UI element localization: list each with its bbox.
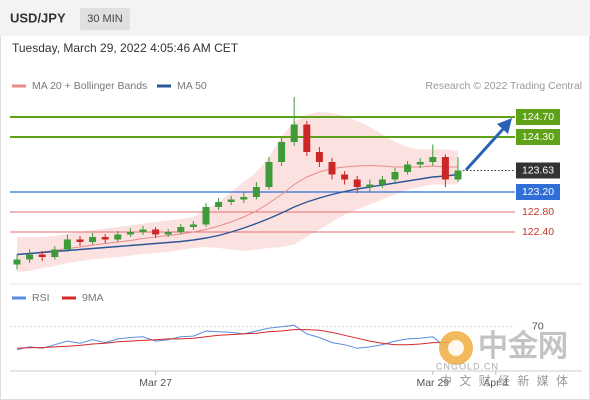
candle-body — [240, 197, 248, 200]
watermark-site: CNGOLD.CN — [436, 361, 499, 371]
candle-body — [303, 124, 311, 152]
level-label: 124.70 — [522, 111, 554, 123]
candle-body — [328, 162, 336, 175]
candle-body — [164, 232, 172, 235]
candle-body — [454, 170, 462, 180]
level-label: 124.30 — [522, 131, 554, 143]
x-tick-label: Apr 4 — [483, 377, 508, 389]
candle-body — [89, 237, 97, 242]
level-box — [516, 184, 560, 200]
candle-body — [177, 227, 185, 232]
candle-body — [152, 229, 160, 235]
candle-body — [26, 254, 34, 260]
timeframe[interactable]: 30 MIN — [87, 13, 123, 25]
candle-body — [252, 187, 260, 197]
legend-label: MA 50 — [177, 80, 207, 92]
candle-body — [101, 237, 109, 240]
candle-body — [202, 207, 210, 225]
candle-body — [341, 174, 349, 180]
level-label: 122.80 — [522, 206, 554, 218]
ma-line — [16, 173, 459, 256]
legend-label: 9MA — [82, 292, 104, 304]
level-label: 122.40 — [522, 226, 554, 238]
level-label: 123.63 — [522, 164, 554, 176]
candle-body — [51, 249, 59, 257]
legend-label: RSI — [32, 292, 50, 304]
candle-body — [353, 179, 361, 187]
candle-body — [404, 164, 412, 172]
candle-body — [441, 157, 449, 180]
rsi-line — [16, 329, 459, 349]
candle-body — [38, 254, 46, 257]
forecast-arrow-head — [497, 118, 512, 134]
symbol: USD/JPY — [10, 10, 66, 25]
candle-body — [114, 234, 122, 240]
level-box — [516, 129, 560, 145]
candle-body — [76, 239, 84, 242]
candle-body — [227, 199, 235, 202]
y-tick-label: 70 — [532, 320, 544, 332]
level-box — [516, 162, 560, 179]
ma-line — [16, 164, 458, 255]
level-box — [516, 109, 560, 125]
legend-label: MA 20 + Bollinger Bands — [32, 80, 147, 92]
candle-body — [378, 179, 386, 185]
candle-body — [63, 239, 71, 250]
candle-body — [429, 157, 437, 162]
candle-body — [215, 202, 223, 207]
candle-body — [416, 162, 424, 165]
candle-body — [189, 224, 197, 227]
watermark-name: 中金网 — [478, 329, 568, 363]
source: Research © 2022 Trading Central — [425, 80, 582, 92]
candle-body — [13, 259, 21, 265]
level-label: 123.20 — [522, 186, 554, 198]
candle-body — [290, 124, 298, 142]
candle-body — [391, 172, 399, 180]
rsi-line — [16, 324, 459, 351]
candle-body — [126, 232, 134, 235]
candle-body — [366, 184, 374, 187]
x-tick-label: Mar 27 — [139, 377, 172, 389]
watermark-tagline: 中 文 财 经 新 媒 体 — [440, 373, 570, 388]
date: Tuesday, March 29, 2022 4:05:46 AM CET — [12, 41, 239, 55]
timeframe-box[interactable] — [80, 8, 130, 30]
watermark: 中金网 CNGOLD.CN 中 文 财 经 新 媒 体 — [436, 329, 570, 388]
candle-body — [265, 162, 273, 187]
candle-body — [315, 152, 323, 162]
x-tick-label: Mar 29 — [416, 377, 449, 389]
candle-body — [139, 229, 147, 232]
watermark-logo-inner — [448, 340, 464, 356]
forecast-arrow — [464, 126, 506, 172]
candle-body — [278, 142, 286, 162]
